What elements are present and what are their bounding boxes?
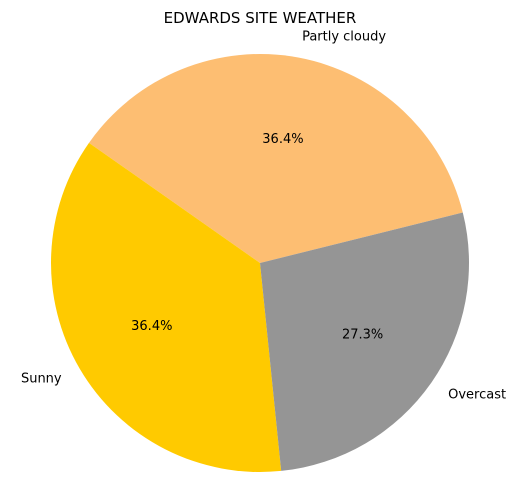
pie-slices: [51, 54, 470, 473]
slice-label-sunny: Sunny: [21, 372, 62, 387]
slice-percent-sunny: 36.4%: [131, 319, 172, 334]
slice-percent-overcast: 27.3%: [342, 328, 383, 343]
slice-percent-partly-cloudy: 36.4%: [262, 132, 303, 147]
pie-slice-sunny: [51, 142, 282, 473]
slice-label-partly-cloudy: Partly cloudy: [302, 29, 386, 44]
chart-title: EDWARDS SITE WEATHER: [164, 9, 357, 27]
pie-slice-partly-cloudy: [88, 54, 463, 264]
pie-slice-overcast: [260, 212, 470, 471]
slice-label-overcast: Overcast: [448, 388, 506, 403]
pie-labels: Partly cloudy 36.4% Sunny 36.4% Overcast 27.3…: [21, 29, 506, 402]
